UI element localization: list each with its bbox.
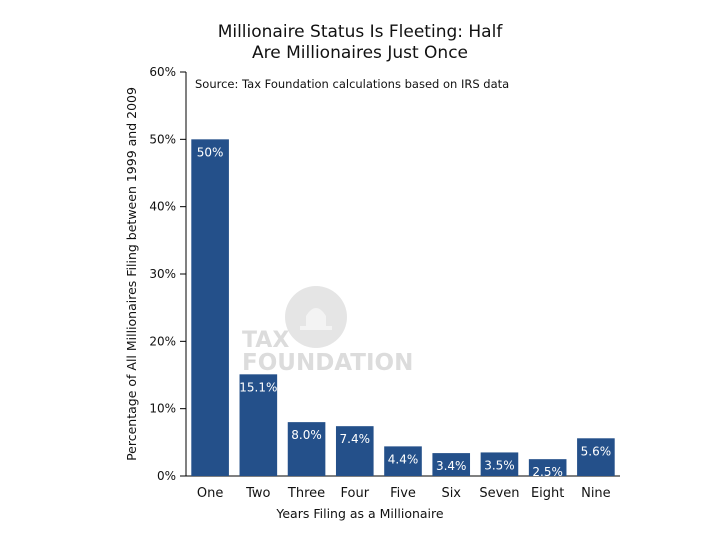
- y-tick-label: 50%: [149, 132, 176, 146]
- y-ticks: 0% 10% 20% 30% 40% 50% 60%: [149, 65, 186, 483]
- data-label: 8.0%: [291, 428, 322, 442]
- bar-one: [191, 139, 229, 477]
- y-tick-label: 60%: [149, 65, 176, 79]
- x-tick-label: Eight: [531, 486, 564, 501]
- chart-title-line-1: Millionaire Status Is Fleeting: Half: [218, 22, 504, 42]
- x-tick-label: Six: [441, 486, 461, 501]
- bar-seven: [480, 452, 519, 476]
- bar-three: [287, 422, 326, 476]
- data-label: 7.4%: [340, 432, 371, 446]
- x-tick-label: Five: [390, 486, 416, 501]
- data-label: 3.5%: [484, 458, 515, 472]
- bar-nine: [577, 438, 615, 476]
- y-tick-label: 10%: [149, 402, 176, 416]
- data-label: 4.4%: [388, 452, 419, 466]
- bar-four: [335, 426, 374, 476]
- data-label: 3.4%: [436, 459, 467, 473]
- y-tick-label: 40%: [149, 200, 176, 214]
- y-tick-label: 0%: [157, 469, 176, 483]
- data-label: 2.5%: [532, 465, 563, 479]
- y-tick-label: 30%: [149, 267, 176, 281]
- bars: [191, 139, 615, 477]
- x-tick-label: Seven: [479, 486, 519, 501]
- data-labels: 50% 15.1% 8.0% 7.4% 4.4% 3.4% 3.5% 2.5% 5.6%: [197, 145, 611, 479]
- x-ticks: One Two Three Four Five Six Seven Eight Nine: [197, 486, 611, 501]
- x-tick-label: One: [197, 486, 223, 501]
- watermark-text-1: TAX: [242, 328, 289, 353]
- x-tick-label: Nine: [581, 486, 611, 501]
- x-tick-label: Three: [287, 486, 325, 501]
- chart-title-line-2: Are Millionaires Just Once: [252, 43, 468, 63]
- x-tick-label: Two: [245, 486, 270, 501]
- data-label: 50%: [197, 145, 224, 159]
- bar-five: [384, 446, 422, 476]
- y-tick-label: 20%: [149, 334, 176, 348]
- x-tick-label: Four: [340, 486, 369, 501]
- watermark-text-2: FOUNDATION: [242, 350, 413, 376]
- x-axis-label: Years Filing as a Millionaire: [275, 506, 444, 521]
- data-label: 15.1%: [239, 380, 277, 394]
- y-axis-label: Percentage of All Millionaires Filing be…: [124, 87, 139, 461]
- watermark: TAX FOUNDATION: [242, 286, 413, 376]
- watermark-capitol-icon: [300, 308, 332, 330]
- bar-six: [432, 453, 471, 476]
- bar-eight: [528, 459, 567, 476]
- data-label: 5.6%: [581, 444, 612, 458]
- source-note: Source: Tax Foundation calculations base…: [195, 77, 509, 91]
- bar-two: [239, 374, 278, 476]
